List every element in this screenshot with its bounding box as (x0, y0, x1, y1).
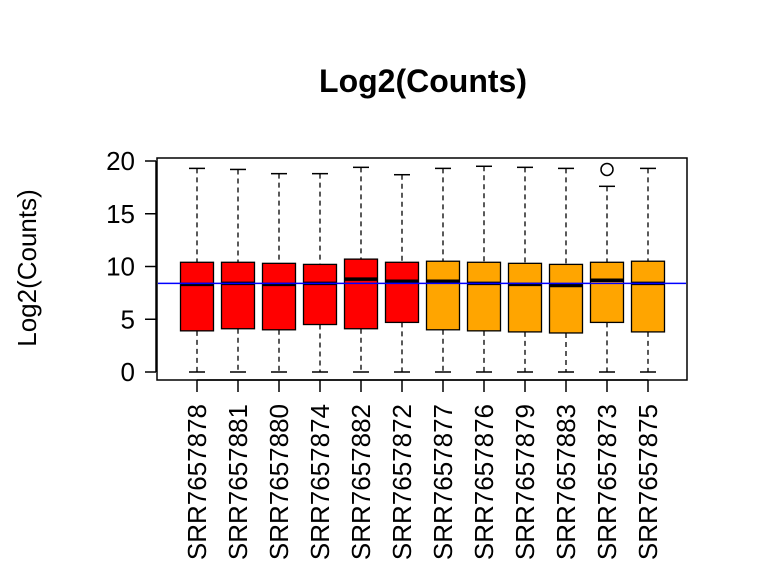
box-SRR7657878 (179, 167, 215, 373)
box-SRR7657877 (425, 167, 461, 373)
box-iqr (179, 261, 215, 332)
x-axis-labels: SRR7657878 SRR7657881 SRR7657880 SRR7657874… (182, 379, 663, 560)
x-tick-label: SRR7657878 (182, 404, 212, 560)
x-tick-label: SRR7657872 (387, 404, 417, 560)
x-tick-label: SRR7657873 (592, 404, 622, 560)
box-iqr (220, 261, 256, 330)
box-SRR7657873 (589, 162, 625, 373)
box-SRR7657882 (343, 166, 379, 373)
y-tick-label: 15 (106, 199, 135, 229)
box-SRR7657879 (507, 166, 543, 373)
box-SRR7657874 (302, 172, 338, 373)
x-tick-label: SRR7657877 (428, 404, 458, 560)
y-axis-label: Log2(Counts) (12, 189, 42, 347)
box-iqr (589, 261, 625, 324)
y-tick-label: 10 (106, 252, 135, 282)
y-axis: 0 5 10 15 20 (106, 146, 157, 387)
x-tick-label: SRR7657879 (510, 404, 540, 560)
y-tick-label: 5 (121, 304, 135, 334)
box-SRR7657872 (384, 173, 420, 373)
box-iqr (425, 260, 461, 331)
box-iqr (261, 262, 297, 331)
box-iqr (630, 260, 666, 333)
box-iqr (343, 258, 379, 330)
box-iqr (507, 262, 543, 333)
x-tick-label: SRR7657875 (633, 404, 663, 560)
box-SRR7657881 (220, 168, 256, 373)
box-iqr (466, 261, 502, 332)
box-SRR7657880 (261, 172, 297, 373)
x-tick-label: SRR7657881 (223, 404, 253, 560)
box-iqr (548, 263, 584, 334)
chart-title: Log2(Counts) (319, 63, 527, 99)
box-iqr (384, 261, 420, 324)
x-tick-label: SRR7657874 (305, 404, 335, 560)
y-tick-label: 20 (106, 146, 135, 176)
x-tick-label: SRR7657876 (469, 404, 499, 560)
x-tick-label: SRR7657883 (551, 404, 581, 560)
boxes (179, 162, 666, 373)
x-tick-label: SRR7657882 (346, 404, 376, 560)
outlier-point (600, 162, 614, 177)
box-SRR7657876 (466, 165, 502, 373)
box-SRR7657875 (630, 167, 666, 373)
x-tick-label: SRR7657880 (264, 404, 294, 560)
box-SRR7657883 (548, 167, 584, 373)
box-iqr (302, 263, 338, 326)
y-tick-label: 0 (121, 357, 135, 387)
